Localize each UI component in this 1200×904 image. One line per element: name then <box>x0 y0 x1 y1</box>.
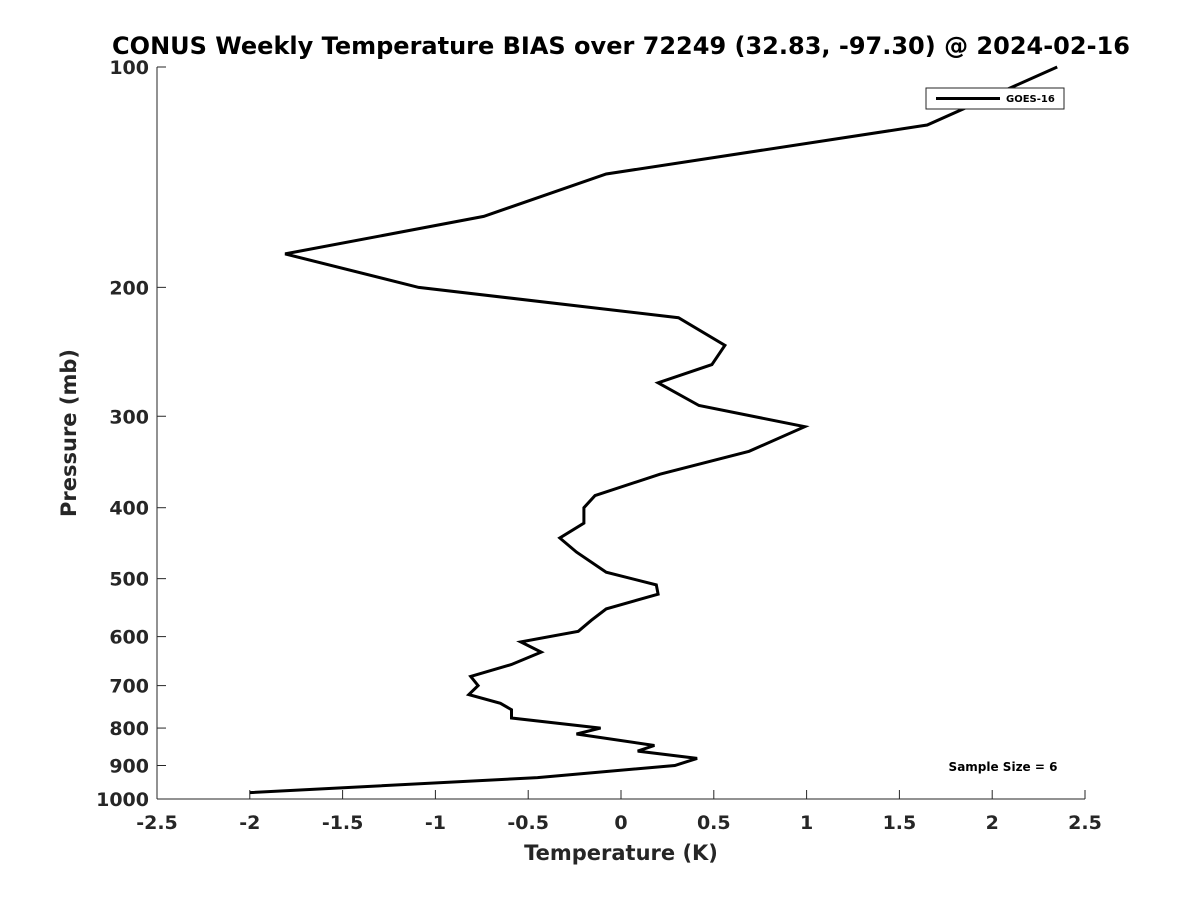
x-tick-label: 1 <box>800 812 813 834</box>
axes: -2.5 -2 -1.5 -1 -0.5 0 0.5 1 1.5 2 2.5 100 200 300 400… <box>96 57 1102 834</box>
x-tick-label: 0 <box>614 812 627 834</box>
y-tick-label: 100 <box>109 57 149 79</box>
x-tick-label: 2.5 <box>1068 812 1102 834</box>
legend: GOES-16 <box>925 87 1065 110</box>
x-tick-label: 1.5 <box>883 812 917 834</box>
y-tick-label: 400 <box>109 498 149 520</box>
legend-label: GOES-16 <box>1006 94 1055 105</box>
y-tick-label: 800 <box>109 718 149 740</box>
y-tick-label: 1000 <box>96 789 149 811</box>
y-tick-label: 200 <box>109 277 149 299</box>
chart-title: CONUS Weekly Temperature BIAS over 72249… <box>112 32 1130 60</box>
y-tick-label: 900 <box>109 756 149 778</box>
y-tick-label: 300 <box>109 406 149 428</box>
x-tick-label: -2 <box>239 812 260 834</box>
y-tick-label: 700 <box>109 676 149 698</box>
series-line-0 <box>249 65 1058 795</box>
y-tick-label: 600 <box>109 627 149 649</box>
x-tick-label: -0.5 <box>507 812 549 834</box>
x-tick-label: -1.5 <box>322 812 364 834</box>
x-axis-label: Temperature (K) <box>524 841 718 865</box>
plot-area <box>249 65 1058 795</box>
x-tick-label: 2 <box>986 812 999 834</box>
x-tick-label: -2.5 <box>136 812 178 834</box>
x-tick-label: 0.5 <box>697 812 731 834</box>
sample-size-annotation: Sample Size = 6 <box>949 760 1058 774</box>
y-tick-label: 500 <box>109 569 149 591</box>
y-axis-label: Pressure (mb) <box>57 349 81 517</box>
x-tick-label: -1 <box>425 812 446 834</box>
